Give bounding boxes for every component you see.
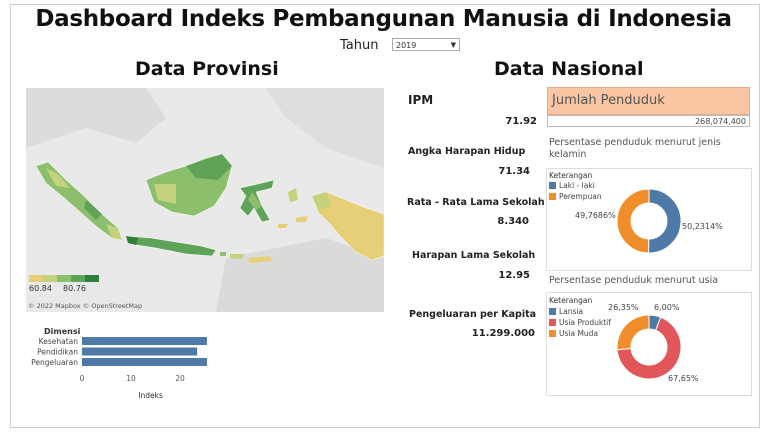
legend-swatch — [29, 275, 43, 282]
bar-category-label: Pengeluaran — [31, 358, 78, 367]
legend-item-perempuan[interactable]: Perempuan — [549, 192, 602, 201]
metric-value-rls: 8.340 — [497, 216, 529, 227]
gender-chart-card — [546, 168, 752, 271]
nasional-heading: Data Nasional — [494, 58, 644, 80]
metric-label-ahh: Angka Harapan Hidup — [408, 146, 526, 157]
donut-slice-produktif[interactable] — [616, 316, 682, 380]
chevron-down-icon: ▼ — [450, 41, 456, 49]
donut-slice-muda[interactable] — [616, 314, 650, 351]
usia-donut-chart[interactable] — [614, 312, 684, 382]
jumlah-penduduk-header: Jumlah Penduduk — [547, 87, 750, 115]
legend-swatch — [549, 182, 556, 189]
usia-pct-muda: 26,35% — [608, 303, 639, 312]
legend-min-value: 60.84 — [29, 284, 52, 293]
metric-label-ipm: IPM — [408, 93, 434, 107]
legend-item-laki[interactable]: Laki - laki — [549, 181, 595, 190]
year-selected-value: 2019 — [396, 41, 417, 50]
gender-pct-laki: 50,2314% — [682, 222, 723, 231]
indonesia-map-svg[interactable] — [26, 88, 384, 312]
jumlah-penduduk-value: 268,074,400 — [547, 115, 750, 127]
metric-value-pengeluaran: 11.299.000 — [471, 328, 535, 339]
map-region-papua — [311, 191, 384, 261]
map-attribution[interactable]: © 2022 Mapbox © OpenStreetMap — [28, 302, 143, 310]
legend-item-muda[interactable]: Usia Muda — [549, 329, 598, 338]
metric-label-rls: Rata - Rata Lama Sekolah — [407, 197, 545, 208]
legend-label: Laki - laki — [559, 181, 595, 190]
gender-pct-perempuan: 49,7686% — [575, 211, 616, 220]
legend-label: Perempuan — [559, 192, 602, 201]
metric-value-ahh: 71.34 — [498, 166, 530, 177]
legend-label: Usia Produktif — [559, 318, 611, 327]
dashboard-title: Dashboard Indeks Pembangunan Manusia di … — [35, 6, 732, 32]
bar-pendidikan[interactable] — [82, 347, 198, 356]
metric-value-hls: 12.95 — [498, 270, 530, 281]
bar-pengeluaran[interactable] — [82, 358, 207, 366]
legend-max-value: 80.76 — [63, 284, 86, 293]
legend-swatch — [85, 275, 99, 282]
legend-swatch — [43, 275, 57, 282]
map-region-java — [125, 235, 217, 257]
donut-slice-laki[interactable] — [648, 188, 682, 254]
province-map[interactable] — [26, 88, 384, 312]
dimensi-title: Dimensi — [44, 327, 81, 336]
metric-value-ipm: 71.92 — [505, 116, 537, 127]
bar-kesehatan[interactable] — [82, 337, 207, 345]
bar-axis-title: Indeks — [138, 391, 163, 400]
legend-swatch — [549, 330, 556, 337]
bar-axis-tick: 0 — [80, 374, 85, 383]
donut-slice-perempuan[interactable] — [616, 188, 650, 254]
legend-label: Lansia — [559, 307, 584, 316]
usia-chart-title: Persentase penduduk menurut usia — [549, 275, 719, 286]
map-color-legend — [29, 275, 99, 282]
legend-label: Usia Muda — [559, 329, 599, 338]
usia-pct-produktif: 67,65% — [668, 374, 699, 383]
gender-chart-title: Persentase penduduk menurut jenis kelami… — [549, 137, 721, 160]
bar-axis-tick: 10 — [126, 374, 136, 383]
legend-swatch — [549, 308, 556, 315]
legend-item-lansia[interactable]: Lansia — [549, 307, 583, 316]
legend-item-produktif[interactable]: Usia Produktif — [549, 318, 611, 327]
bar-category-label: Pendidikan — [37, 348, 78, 357]
usia-pct-lansia: 6,00% — [654, 303, 680, 312]
year-dropdown[interactable]: 2019 ▼ — [392, 38, 460, 51]
gender-legend-title: Keterangan — [549, 171, 593, 180]
metric-label-pengeluaran: Pengeluaran per Kapita — [409, 309, 537, 320]
legend-swatch — [71, 275, 85, 282]
metric-label-hls: Harapan Lama Sekolah — [412, 250, 536, 261]
provinsi-heading: Data Provinsi — [135, 58, 279, 80]
year-label: Tahun — [340, 38, 379, 53]
legend-swatch — [57, 275, 71, 282]
gender-donut-chart[interactable] — [614, 186, 684, 256]
usia-legend-title: Keterangan — [549, 296, 593, 305]
legend-swatch — [549, 319, 556, 326]
bar-category-label: Kesehatan — [39, 337, 79, 346]
legend-swatch — [549, 193, 556, 200]
bar-axis-tick: 20 — [175, 374, 185, 383]
